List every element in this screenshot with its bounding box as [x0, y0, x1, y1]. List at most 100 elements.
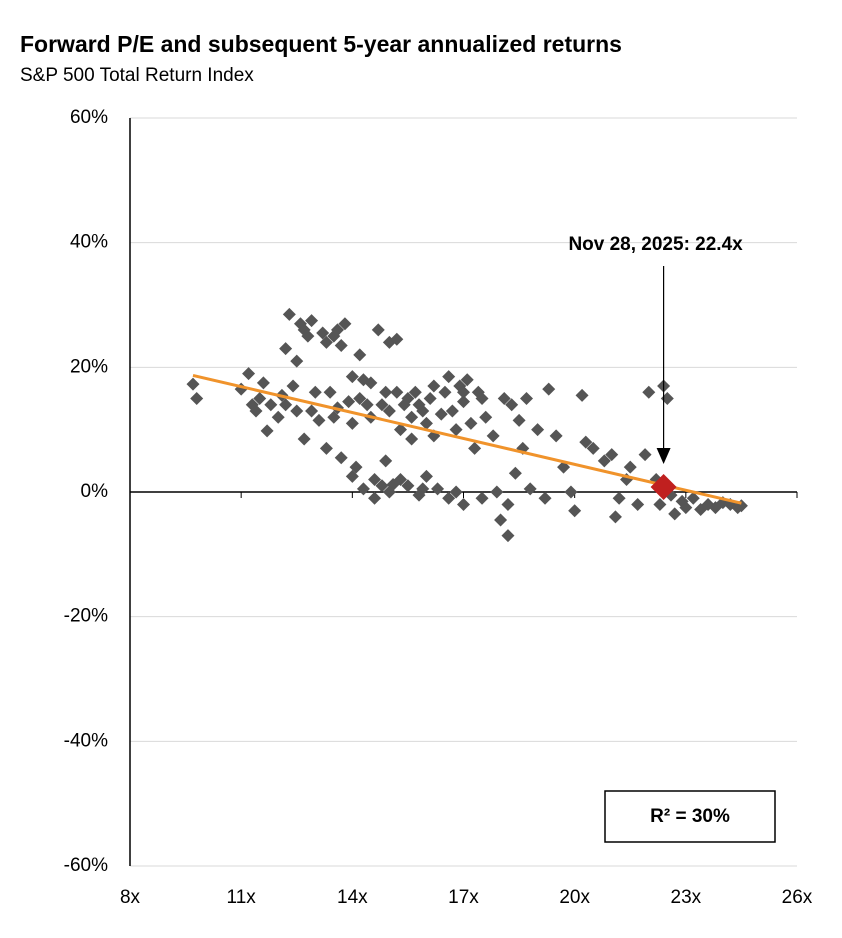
- scatter-point: [319, 335, 333, 349]
- x-tick-label: 23x: [671, 887, 702, 908]
- x-tick-label: 8x: [120, 887, 141, 908]
- scatter-point: [286, 379, 300, 393]
- scatter-point: [345, 469, 359, 483]
- scatter-point: [334, 451, 348, 465]
- y-tick-label: -60%: [64, 855, 108, 876]
- scatter-point: [356, 482, 370, 496]
- scatter-point: [457, 395, 470, 409]
- scatter-point: [605, 448, 619, 462]
- scatter-point: [260, 424, 274, 438]
- y-tick-label: 40%: [70, 232, 108, 253]
- scatter-point: [457, 497, 470, 511]
- y-tick-label: -20%: [64, 606, 108, 627]
- scatter-point: [297, 432, 311, 446]
- scatter-point: [512, 413, 526, 427]
- scatter-point: [457, 385, 470, 399]
- scatter-point: [242, 367, 256, 381]
- scatter-point: [549, 429, 563, 443]
- x-tick-label: 11x: [227, 887, 257, 908]
- scatter-point: [564, 485, 578, 499]
- scatter-point: [319, 441, 333, 455]
- scatter-point: [401, 392, 415, 405]
- scatter-point: [279, 398, 293, 412]
- scatter-point: [390, 385, 404, 399]
- scatter-point: [405, 432, 419, 446]
- scatter-point: [579, 435, 593, 449]
- scatter-point: [401, 479, 415, 493]
- scatter-point: [505, 398, 519, 412]
- scatter-point: [371, 323, 385, 337]
- scatter-point: [631, 497, 645, 511]
- scatter-point: [412, 398, 426, 412]
- scatter-point: [423, 392, 437, 405]
- scatter-point: [660, 392, 674, 405]
- scatter-point: [612, 491, 626, 505]
- scatter-point: [353, 348, 367, 362]
- scatter-point: [264, 398, 278, 412]
- x-tick-label: 17x: [448, 887, 479, 908]
- scatter-point: [519, 392, 533, 405]
- scatter-point: [531, 423, 545, 437]
- scatter-point: [338, 317, 352, 331]
- scatter-point: [475, 491, 489, 505]
- scatter-point: [623, 460, 637, 474]
- scatter-point: [334, 339, 348, 353]
- scatter-point: [271, 410, 285, 424]
- scatter-point: [290, 404, 304, 418]
- scatter-point: [394, 423, 408, 437]
- scatter-point: [308, 385, 322, 399]
- scatter-point: [464, 416, 478, 430]
- scatter-point: [475, 392, 489, 405]
- scatter-point: [419, 416, 433, 430]
- scatter-point: [316, 326, 330, 340]
- scatter-point: [368, 491, 382, 505]
- scatter-point: [486, 429, 500, 443]
- scatter-point: [542, 382, 556, 396]
- scatter-point: [460, 373, 474, 387]
- scatter-point: [375, 479, 389, 493]
- scatter-point: [449, 485, 463, 499]
- scatter-point: [312, 413, 326, 427]
- scatter-point: [668, 507, 682, 521]
- scatter-point: [345, 370, 359, 384]
- scatter-point: [490, 485, 504, 499]
- arrow-head: [656, 448, 671, 464]
- scatter-point: [442, 491, 456, 505]
- scatter-point: [327, 410, 341, 424]
- scatter-point: [497, 392, 511, 405]
- scatter-point: [434, 407, 448, 421]
- scatter-point: [479, 410, 493, 424]
- scatter-point: [368, 473, 382, 487]
- scatter-point: [575, 388, 589, 402]
- scatter-point: [282, 307, 296, 321]
- x-tick-label: 14x: [337, 887, 368, 908]
- scatter-point: [342, 395, 356, 409]
- r2-box: [604, 790, 776, 843]
- scatter-point: [249, 404, 263, 418]
- x-tick-label: 20x: [559, 887, 590, 908]
- scatter-point: [442, 370, 456, 384]
- scatter-point: [568, 504, 582, 518]
- scatter-point: [305, 404, 319, 418]
- y-tick-label: 20%: [70, 356, 108, 377]
- scatter-point: [349, 460, 363, 474]
- scatter-point: [390, 332, 404, 346]
- scatter-point: [416, 482, 430, 496]
- scatter-point: [449, 423, 463, 437]
- scatter-point: [279, 342, 293, 356]
- scatter-point: [405, 410, 419, 424]
- scatter-point: [379, 385, 393, 399]
- highlight-point: [650, 474, 677, 501]
- y-tick-label: 60%: [70, 107, 108, 128]
- scatter-point: [253, 392, 267, 405]
- scatter-point: [538, 491, 552, 505]
- scatter-point: [494, 513, 508, 527]
- scatter-point: [608, 510, 622, 524]
- scatter-point: [386, 478, 400, 492]
- scatter-point: [323, 385, 337, 399]
- scatter-point: [523, 482, 537, 496]
- scatter-point: [186, 377, 200, 391]
- r2-label: R² = 30%: [650, 806, 730, 827]
- scatter-point: [375, 398, 389, 412]
